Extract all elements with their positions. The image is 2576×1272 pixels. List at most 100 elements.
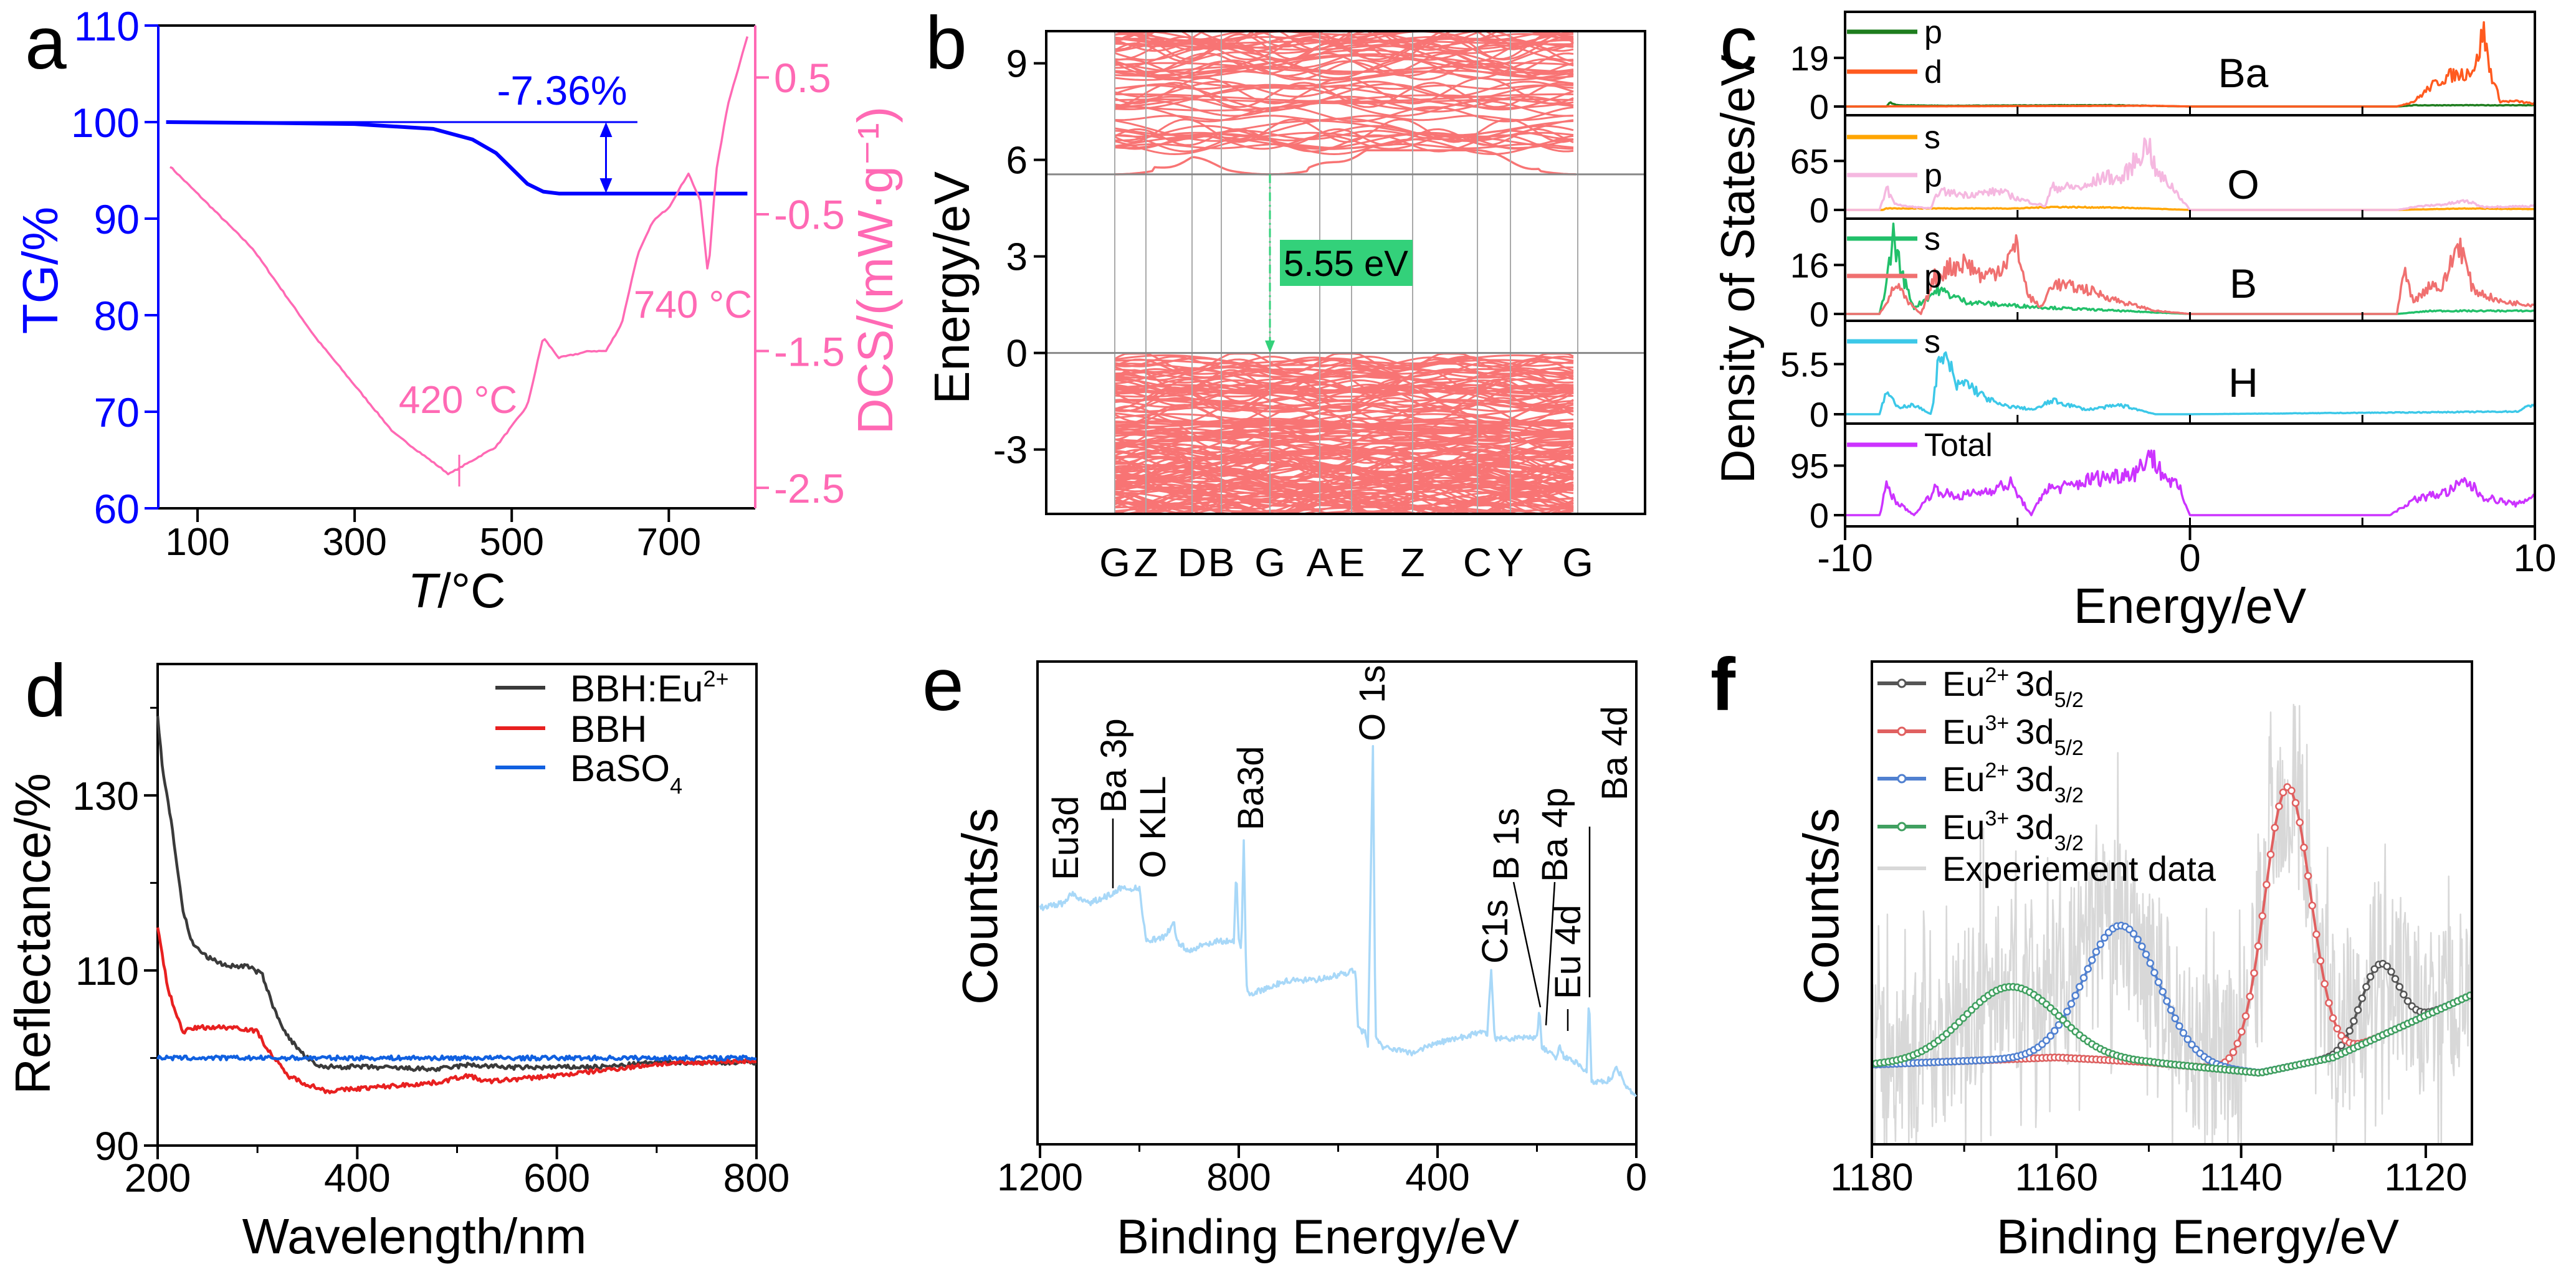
legend-label: Eu3+ 3d5/2 [1942, 711, 2084, 760]
band-line [1115, 442, 1574, 460]
band-line [1115, 93, 1573, 103]
panel-label-f: f [1710, 643, 1736, 726]
band-line [1115, 49, 1574, 74]
y-tick-label: 0 [1006, 333, 1028, 376]
k-point-label: E [1338, 540, 1365, 585]
peak-label-740: 740 °C [634, 283, 752, 326]
plot-frame [1045, 30, 1646, 515]
y-tick-label: 110 [75, 949, 139, 994]
legend-label: Eu3+ 3d3/2 [1942, 807, 2084, 855]
band-line [1115, 125, 1574, 141]
x-tick-label: 700 [637, 521, 701, 564]
reflectance-curve-0 [156, 716, 757, 1073]
legend-superscript: 2+ [703, 666, 728, 691]
peak-label: C1s [1475, 899, 1515, 964]
band-line [1115, 515, 1573, 520]
band-line [1115, 399, 1574, 410]
panel-label-a: a [25, 1, 67, 85]
x-tick-label: 200 [125, 1156, 191, 1200]
legend-label: Eu2+ 3d3/2 [1942, 759, 2084, 807]
element-label: H [2228, 359, 2258, 406]
band-line [1115, 134, 1574, 153]
band-line [1115, 84, 1574, 90]
reflectance-curve-2 [156, 1054, 757, 1062]
legend-ion: Eu [1942, 712, 1985, 751]
element-label: Ba [2218, 50, 2269, 96]
x-axis-title: Binding Energy/eV [1996, 1209, 2399, 1264]
band-line [1115, 364, 1574, 375]
band-line [1115, 51, 1574, 75]
x-tick-label: 1200 [997, 1156, 1083, 1199]
x-tick-label: 1140 [2200, 1156, 2283, 1199]
band-line [1115, 457, 1574, 478]
y-tick-label: 0.5 [774, 55, 831, 101]
y-tick-label: 80 [94, 293, 140, 339]
legend-marker [1897, 774, 1907, 784]
band-line [1115, 118, 1574, 143]
subplot-frame [1844, 11, 2536, 116]
dos-subplot-b: sp B 0 16 [1790, 217, 2536, 334]
y-axis-title: Density of States/eV [1712, 54, 1765, 483]
mass-loss-label: -7.36% [497, 67, 627, 113]
band-line [1115, 406, 1574, 412]
y-tick-label: 16 [1790, 245, 1829, 285]
y-tick-label: -3 [993, 429, 1028, 472]
y-axis-title: Reflectance/% [5, 773, 60, 1094]
dos-curve-s [1845, 351, 2536, 415]
k-point-label: G [1254, 540, 1286, 585]
band-line [1130, 502, 1573, 514]
k-point-label: G [1099, 540, 1130, 585]
arrow-head-up [599, 122, 613, 137]
y-tick-label: 95 [1790, 446, 1829, 485]
legend-label: p [1924, 14, 1942, 50]
band-line [1115, 424, 1574, 435]
band-line [1115, 422, 1574, 428]
plot-frame [1871, 660, 2473, 1146]
band-line [1115, 470, 1574, 490]
peak-label: O 1s [1352, 665, 1393, 742]
x-axis-title-unit: /°C [437, 563, 505, 618]
legend-label: s [1924, 324, 1940, 360]
y-tick-label: 0 [1810, 496, 1829, 535]
y-tick-label: -1.5 [774, 328, 845, 374]
x-tick-label: 1180 [1830, 1156, 1913, 1199]
y-tick-label: 100 [71, 100, 140, 146]
x-tick-label: 300 [322, 521, 386, 564]
y-tick-label: 9 [1006, 43, 1028, 86]
x-axis-title: Energy/eV [2074, 578, 2307, 634]
x-axis-title: T/°C [408, 563, 506, 618]
band-line [1115, 44, 1574, 61]
peak-label: Ba 4p [1535, 787, 1575, 882]
peak-leader-line [1512, 881, 1542, 1008]
band-line [1115, 477, 1574, 498]
x-axis-title: Binding Energy/eV [1117, 1209, 1519, 1264]
x-tick-label: 800 [723, 1156, 790, 1200]
band-gap-arrow-head [1265, 340, 1275, 353]
panel-a-tg-dsc-chart: 100 300 500 700 60 70 80 90 100 110 0.5 -0.5 -1.5 -2.… [12, 3, 903, 618]
y-axis-title-dsc: DCS/(mW·g⁻¹) [847, 107, 903, 435]
band-gap-box [1280, 240, 1413, 286]
band-line [1115, 354, 1574, 378]
k-point-label: B [1208, 540, 1235, 585]
x-axis-title: Wavelength/nm [242, 1208, 587, 1264]
arrow-head-down [599, 178, 613, 194]
dos-curve-p [1845, 137, 2536, 211]
band-line [1115, 368, 1574, 379]
legend-label: d [1924, 54, 1942, 90]
x-tick-label: 1120 [2384, 1156, 2467, 1199]
band-line [1115, 438, 1574, 444]
legend-marker [1897, 678, 1907, 688]
plot-frame [156, 663, 758, 1147]
element-label: B [2230, 260, 2257, 306]
y-tick-label: 70 [94, 389, 140, 435]
y-tick-label: 110 [74, 3, 140, 49]
y-tick-label: 3 [1006, 236, 1028, 279]
band-line [1115, 473, 1574, 493]
band-line [1115, 52, 1574, 75]
legend-label-experiment: Experiement data [1942, 849, 2216, 888]
band-line [1127, 31, 1563, 48]
legend-label: s [1924, 221, 1940, 257]
reflectance-curve-1 [156, 927, 757, 1094]
